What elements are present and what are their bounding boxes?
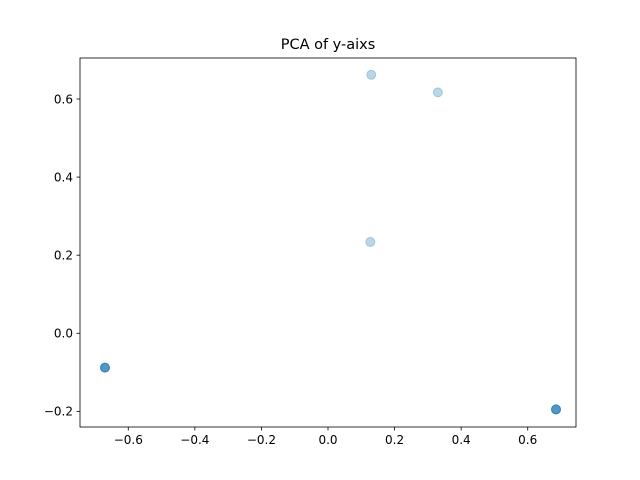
x-tick-label: 0.2 (385, 433, 404, 447)
y-tick-label: 0.0 (54, 327, 73, 341)
scatter-point (551, 404, 562, 415)
scatter-point (365, 236, 376, 247)
x-tick-label: 0.0 (318, 433, 337, 447)
scatter-point (99, 362, 110, 373)
scatter-point (99, 362, 110, 373)
y-tick-label: −0.2 (44, 405, 73, 419)
points-layer (99, 69, 562, 415)
chart-title: PCA of y-aixs (281, 37, 376, 53)
x-tick-label: −0.6 (114, 433, 143, 447)
x-tick-label: 0.4 (452, 433, 471, 447)
x-tick-label: −0.2 (247, 433, 276, 447)
scatter-point (432, 87, 443, 98)
y-tick-label: 0.2 (54, 248, 73, 262)
scatter-point (99, 362, 110, 373)
axes-frame (79, 57, 577, 428)
x-tick-label: −0.4 (180, 433, 209, 447)
x-tick-label: 0.6 (518, 433, 537, 447)
y-tick-label: 0.4 (54, 170, 73, 184)
scatter-point (366, 69, 377, 80)
scatter-point (551, 404, 562, 415)
axes-layer: −0.6 −0.4 −0.2 0.0 0.2 0.4 0.6 −0.2 0.0 0.2 0.4 0.6 (44, 57, 577, 447)
scatter-point (551, 404, 562, 415)
y-tick-label: 0.6 (54, 92, 73, 106)
scatter-point (99, 362, 110, 373)
scatter-point (551, 404, 562, 415)
